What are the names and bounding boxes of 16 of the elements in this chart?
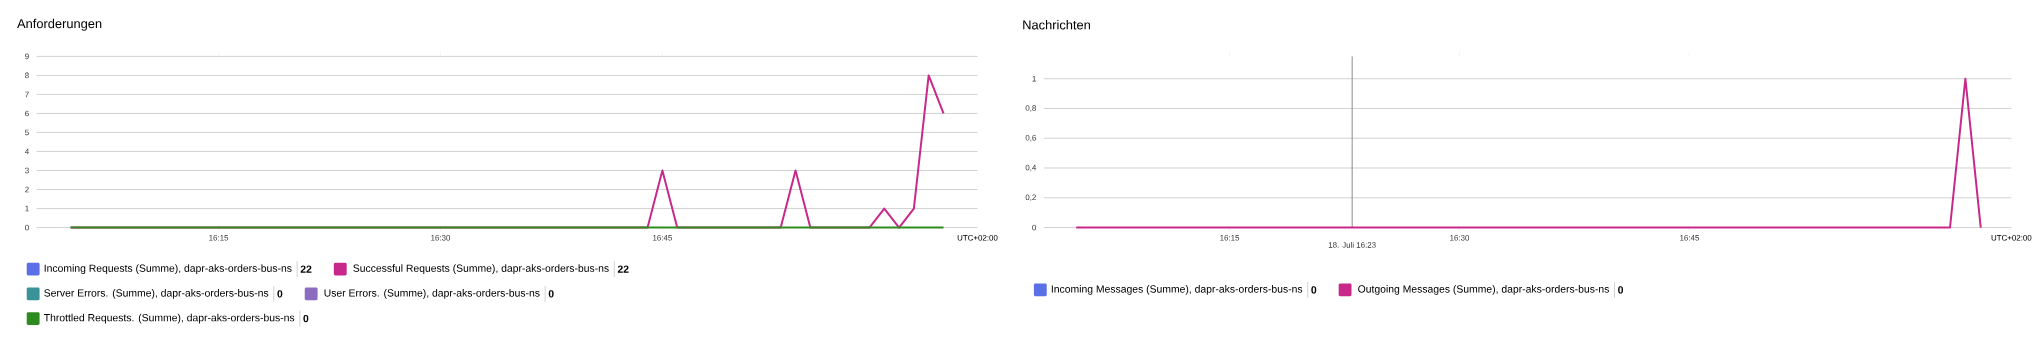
text: 22	[300, 265, 312, 273]
legend-label: Outgoing Messages (Summe), dapr-aks-orders-bus-ns	[1358, 284, 1609, 295]
legend-label: Incoming Requests (Summe), dapr-aks-orders-bus-ns	[44, 264, 292, 274]
text: 0	[277, 290, 283, 298]
chart-title: Nachrichten	[1023, 19, 1090, 30]
legend-label: Server Errors. (Summe), dapr-aks-orders-bus-ns	[44, 288, 269, 299]
legend-label: Successful Requests (Summe), dapr-aks-orders-bus-ns	[353, 264, 609, 274]
legend-label: User Errors. (Summe), dapr-aks-orders-bus-ns	[324, 288, 540, 299]
legend-label: Throttled Requests. (Summe), dapr-aks-orders-bus-ns	[43, 313, 295, 324]
text: 0	[1618, 286, 1624, 294]
text: 22	[617, 265, 629, 273]
text: 0	[303, 314, 309, 323]
legend-label: Incoming Messages (Summe), dapr-aks-orders-bus-ns	[1051, 284, 1303, 295]
text: 0	[548, 290, 554, 298]
chart-title: Anforderungen	[17, 18, 102, 31]
text: 0	[1311, 286, 1317, 294]
